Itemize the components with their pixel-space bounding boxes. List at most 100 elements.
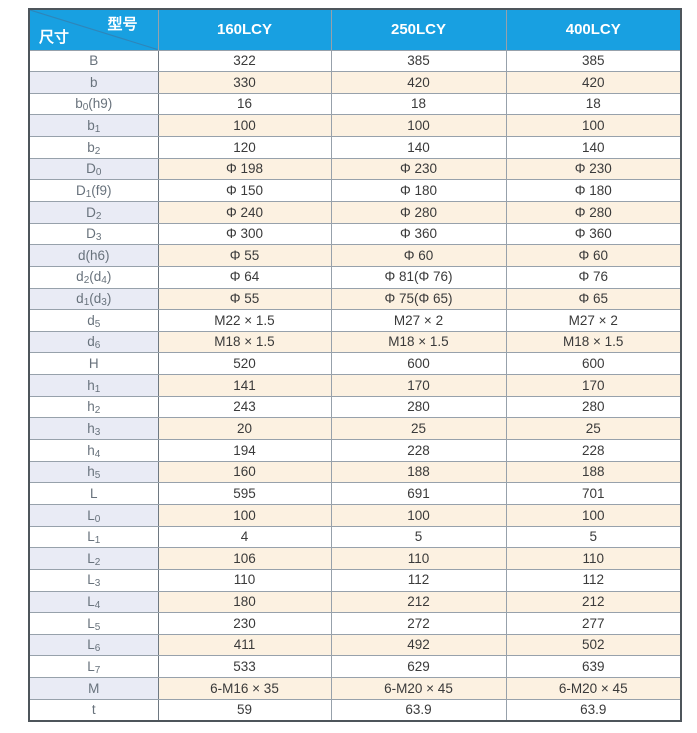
cell-value: 212 xyxy=(330,590,507,614)
cell-value: 420 xyxy=(505,71,682,94)
row-label: b0(h9) xyxy=(28,92,159,116)
cell-value: 110 xyxy=(157,568,332,592)
cell-value: M22 × 1.5 xyxy=(157,309,332,332)
cell-value: 5 xyxy=(330,525,507,549)
table-row: b0(h9) 16 18 18 xyxy=(28,92,682,116)
cell-value: Φ 280 xyxy=(505,200,682,224)
table-row: h5 160 188 188 xyxy=(28,460,682,484)
cell-value: 330 xyxy=(157,71,332,94)
cell-value: 6-M16 × 35 xyxy=(157,677,332,700)
column-header-160lcy: 160LCY xyxy=(157,8,332,51)
table-row: L 595 691 701 xyxy=(28,482,682,505)
cell-value: Φ 300 xyxy=(157,222,332,246)
table-row: L6 411 492 502 xyxy=(28,633,682,657)
cell-value: 63.9 xyxy=(505,698,682,722)
table-row: h1 141 170 170 xyxy=(28,374,682,397)
cell-value: 385 xyxy=(505,49,682,73)
row-label: L7 xyxy=(28,655,159,679)
row-label: d5 xyxy=(28,309,159,332)
cell-value: 188 xyxy=(330,460,507,484)
table-row: D3 Φ 300 Φ 360 Φ 360 xyxy=(28,222,682,246)
cell-value: 25 xyxy=(505,417,682,441)
cell-value: 600 xyxy=(505,352,682,376)
cell-value: Φ 60 xyxy=(330,244,507,267)
table-body: B 322 385 385 b 330 420 420 b0(h9) 16 18 18 b1 100 100… xyxy=(28,49,682,722)
cell-value: Φ 65 xyxy=(505,287,682,311)
row-label: t xyxy=(28,698,159,722)
cell-value: Φ 81(Φ 76) xyxy=(330,265,507,289)
cell-value: Φ 360 xyxy=(330,222,507,246)
column-header-400lcy: 400LCY xyxy=(505,8,682,51)
cell-value: Φ 55 xyxy=(157,287,332,311)
diagonal-divider xyxy=(30,10,157,49)
table-row: D1(f9) Φ 150 Φ 180 Φ 180 xyxy=(28,179,682,202)
cell-value: 280 xyxy=(505,395,682,419)
cell-value: 230 xyxy=(157,612,332,635)
cell-value: Φ 180 xyxy=(330,179,507,202)
header-corner-cell: 型号 尺寸 xyxy=(28,8,159,51)
table-row: d1(d3) Φ 55 Φ 75(Φ 65) Φ 65 xyxy=(28,287,682,311)
row-label: d2(d4) xyxy=(28,265,159,289)
cell-value: 322 xyxy=(157,49,332,73)
cell-value: Φ 64 xyxy=(157,265,332,289)
row-label: h3 xyxy=(28,417,159,441)
cell-value: 170 xyxy=(505,374,682,397)
table-row: L7 533 629 639 xyxy=(28,655,682,679)
cell-value: 140 xyxy=(330,136,507,159)
row-label: d(h6) xyxy=(28,244,159,267)
cell-value: Φ 76 xyxy=(505,265,682,289)
cell-value: 6-M20 × 45 xyxy=(505,677,682,700)
cell-value: 492 xyxy=(330,633,507,657)
table-row: h3 20 25 25 xyxy=(28,417,682,441)
table-row: B 322 385 385 xyxy=(28,49,682,73)
cell-value: Φ 280 xyxy=(330,200,507,224)
cell-value: 120 xyxy=(157,136,332,159)
cell-value: 5 xyxy=(505,525,682,549)
table-row: L0 100 100 100 xyxy=(28,503,682,527)
cell-value: 100 xyxy=(330,503,507,527)
row-label: L1 xyxy=(28,525,159,549)
column-header-250lcy: 250LCY xyxy=(330,8,507,51)
cell-value: 6-M20 × 45 xyxy=(330,677,507,700)
cell-value: 141 xyxy=(157,374,332,397)
table-row: L3 110 112 112 xyxy=(28,568,682,592)
cell-value: 502 xyxy=(505,633,682,657)
row-label: D2 xyxy=(28,200,159,224)
spec-table: 型号 尺寸 160LCY 250LCY 400LCY B 322 385 385 b 33… xyxy=(28,8,682,722)
table-row: b1 100 100 100 xyxy=(28,114,682,138)
row-label: d6 xyxy=(28,330,159,354)
cell-value: 533 xyxy=(157,655,332,679)
cell-value: 100 xyxy=(330,114,507,138)
cell-value: 100 xyxy=(505,114,682,138)
table-row: H 520 600 600 xyxy=(28,352,682,376)
header-row: 型号 尺寸 160LCY 250LCY 400LCY xyxy=(28,8,682,51)
cell-value: M18 × 1.5 xyxy=(157,330,332,354)
header-corner-model-label: 型号 xyxy=(107,16,138,33)
cell-value: 59 xyxy=(157,698,332,722)
spec-table-container: 型号 尺寸 160LCY 250LCY 400LCY B 322 385 385 b 33… xyxy=(28,8,682,722)
table-row: t 59 63.9 63.9 xyxy=(28,698,682,722)
table-row: M 6-M16 × 35 6-M20 × 45 6-M20 × 45 xyxy=(28,677,682,700)
cell-value: 18 xyxy=(505,92,682,116)
row-label: L5 xyxy=(28,612,159,635)
table-row: b2 120 140 140 xyxy=(28,136,682,159)
table-row: b 330 420 420 xyxy=(28,71,682,94)
cell-value: 100 xyxy=(157,503,332,527)
cell-value: 212 xyxy=(505,590,682,614)
cell-value: 228 xyxy=(330,439,507,462)
table-row: D0 Φ 198 Φ 230 Φ 230 xyxy=(28,157,682,181)
row-label: b xyxy=(28,71,159,94)
cell-value: 100 xyxy=(157,114,332,138)
cell-value: 188 xyxy=(505,460,682,484)
cell-value: 639 xyxy=(505,655,682,679)
row-label: h4 xyxy=(28,439,159,462)
table-header: 型号 尺寸 160LCY 250LCY 400LCY xyxy=(28,8,682,51)
row-label: M xyxy=(28,677,159,700)
cell-value: Φ 60 xyxy=(505,244,682,267)
cell-value: 520 xyxy=(157,352,332,376)
cell-value: 701 xyxy=(505,482,682,505)
cell-value: M27 × 2 xyxy=(505,309,682,332)
cell-value: 25 xyxy=(330,417,507,441)
cell-value: 228 xyxy=(505,439,682,462)
